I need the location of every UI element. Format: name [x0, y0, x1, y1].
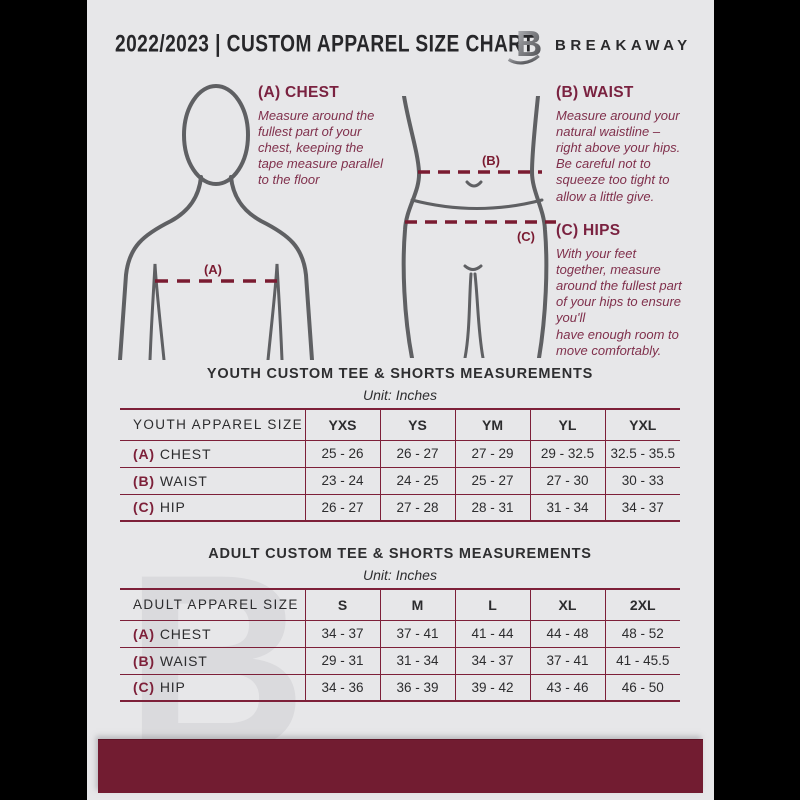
size-col-header: YXL: [604, 409, 680, 440]
table-row: (A) CHEST 34 - 37 37 - 41 41 - 44 44 - 48…: [120, 620, 680, 647]
size-col-header: YS: [379, 409, 455, 440]
row-key: (A): [133, 445, 155, 462]
cell: 27 - 29: [454, 440, 530, 467]
hip-crease-line: [410, 198, 544, 210]
cell: 32.5 - 35.5: [604, 440, 680, 467]
row-key: (B): [133, 652, 155, 669]
table-row: (A) CHEST 25 - 26 26 - 27 27 - 29 29 - 32…: [120, 440, 680, 467]
adult-size-label: ADULT APPAREL SIZE: [133, 597, 299, 613]
cell: 27 - 30: [529, 467, 605, 494]
cell: 29 - 32.5: [529, 440, 605, 467]
size-chart-page: 2022/2023 | CUSTOM APPAREL SIZE CHART B …: [87, 0, 714, 800]
size-col-header: 2XL: [604, 589, 680, 620]
adult-table-title: ADULT CUSTOM TEE & SHORTS MEASUREMENTS: [208, 546, 592, 562]
chest-section-description: Measure around the fullest part of your …: [258, 108, 384, 188]
cell: 44 - 48: [529, 620, 605, 647]
brand-name: BREAKAWAY: [555, 37, 692, 54]
chest-section-heading: (A) CHEST: [258, 84, 340, 101]
adult-table-unit: Unit: Inches: [363, 567, 437, 583]
cell: 31 - 34: [379, 647, 455, 674]
row-key: (C): [133, 499, 155, 516]
row-label: WAIST: [159, 472, 208, 489]
hips-section-description: With your feet together, measure around …: [556, 246, 682, 358]
row-label: HIP: [159, 679, 186, 696]
chest-marker-label: (A): [204, 262, 222, 277]
row-label: CHEST: [159, 625, 212, 642]
youth-table-title: YOUTH CUSTOM TEE & SHORTS MEASUREMENTS: [206, 366, 594, 382]
youth-size-label: YOUTH APPAREL SIZE: [133, 417, 303, 433]
cell: 41 - 45.5: [604, 647, 680, 674]
cell: 30 - 33: [604, 467, 680, 494]
hips-marker-label: (C): [517, 229, 535, 244]
row-label: CHEST: [159, 445, 212, 462]
waist-section-description: Measure around your natural waistline – …: [556, 108, 681, 204]
cell: 34 - 37: [604, 494, 680, 521]
lower-body-silhouette: (B) (C): [401, 96, 556, 358]
table-row: (C) HIP 34 - 36 36 - 39 39 - 42 43 - 46 4…: [120, 674, 680, 701]
page-title: 2022/2023 | CUSTOM APPAREL SIZE CHART: [115, 29, 535, 57]
cell: 25 - 26: [304, 440, 380, 467]
cell: 27 - 28: [379, 494, 455, 521]
upper-body-silhouette: (A): [118, 84, 314, 360]
cell: 36 - 39: [379, 674, 455, 701]
size-col-header: YM: [454, 409, 530, 440]
waist-marker-label: (B): [482, 153, 500, 168]
cell: 26 - 27: [304, 494, 380, 521]
cell: 43 - 46: [529, 674, 605, 701]
navel-mark: [465, 180, 483, 188]
size-col-header: YL: [529, 409, 605, 440]
cell: 48 - 52: [604, 620, 680, 647]
size-col-header: XL: [529, 589, 605, 620]
cell: 34 - 36: [304, 674, 380, 701]
breakaway-b-logo-icon: B: [507, 23, 542, 65]
cell: 29 - 31: [304, 647, 380, 674]
cell: 46 - 50: [604, 674, 680, 701]
row-key: (B): [133, 472, 155, 489]
cell: 24 - 25: [379, 467, 455, 494]
size-col-header: L: [454, 589, 530, 620]
size-col-header: YXS: [304, 409, 380, 440]
row-key: (A): [133, 625, 155, 642]
cell: 37 - 41: [529, 647, 605, 674]
hips-section-heading: (C) HIPS: [556, 222, 621, 239]
cell: 25 - 27: [454, 467, 530, 494]
adult-size-table: ADULT APPAREL SIZE S M L XL 2XL (A) CHEST…: [120, 588, 680, 702]
cell: 23 - 24: [304, 467, 380, 494]
cell: 26 - 27: [379, 440, 455, 467]
cell: 34 - 37: [454, 647, 530, 674]
cell: 41 - 44: [454, 620, 530, 647]
size-col-header: S: [304, 589, 380, 620]
cell: 31 - 34: [529, 494, 605, 521]
cell: 28 - 31: [454, 494, 530, 521]
youth-header-row: YOUTH APPAREL SIZE YXS YS YM YL YXL: [120, 409, 680, 440]
cell: 34 - 37: [304, 620, 380, 647]
adult-header-row: ADULT APPAREL SIZE S M L XL 2XL: [120, 589, 680, 620]
table-row: (B) WAIST 23 - 24 24 - 25 25 - 27 27 - 30…: [120, 467, 680, 494]
footer-accent-bar: [98, 739, 703, 793]
size-col-header: M: [379, 589, 455, 620]
cell: 37 - 41: [379, 620, 455, 647]
row-key: (C): [133, 679, 155, 696]
youth-size-table: YOUTH APPAREL SIZE YXS YS YM YL YXL (A) C…: [120, 408, 680, 522]
table-row: (B) WAIST 29 - 31 31 - 34 34 - 37 37 - 41…: [120, 647, 680, 674]
row-label: HIP: [159, 499, 186, 516]
youth-table-unit: Unit: Inches: [363, 387, 437, 403]
row-label: WAIST: [159, 652, 208, 669]
waist-section-heading: (B) WAIST: [556, 84, 634, 101]
table-row: (C) HIP 26 - 27 27 - 28 28 - 31 31 - 34 3…: [120, 494, 680, 521]
cell: 39 - 42: [454, 674, 530, 701]
